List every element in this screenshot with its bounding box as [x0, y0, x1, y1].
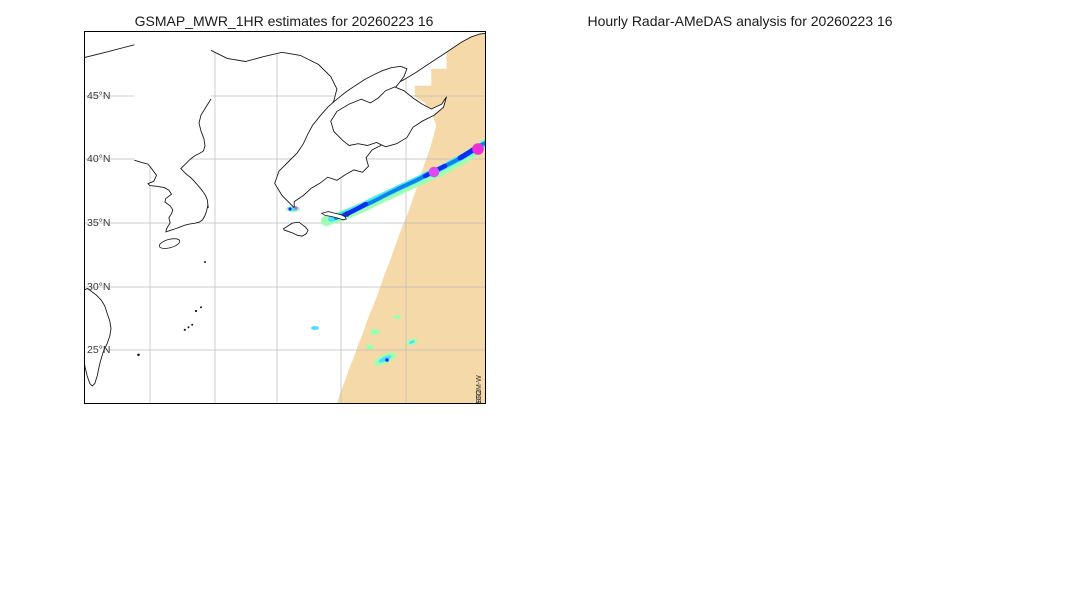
- svg-text:AMSR2: AMSR2: [476, 390, 483, 403]
